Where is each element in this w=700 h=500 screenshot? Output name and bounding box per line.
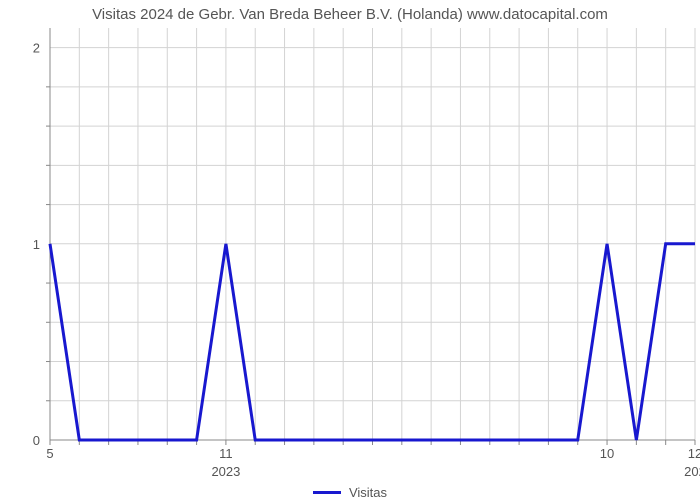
legend-swatch <box>313 491 341 494</box>
x-year-label: 2023 <box>206 464 246 479</box>
chart-svg: 0125111012 <box>0 0 700 500</box>
x-tick-label: 11 <box>219 446 233 461</box>
y-tick-label: 2 <box>33 41 40 56</box>
y-tick-label: 0 <box>33 433 40 448</box>
x-tick-label: 12 <box>688 446 700 461</box>
x-tick-label: 5 <box>46 446 53 461</box>
legend: Visitas <box>0 484 700 500</box>
y-tick-label: 1 <box>33 237 40 252</box>
legend-label: Visitas <box>349 485 387 500</box>
x-year-label: 202 <box>675 464 700 479</box>
line-chart: Visitas 2024 de Gebr. Van Breda Beheer B… <box>0 0 700 500</box>
x-tick-label: 10 <box>600 446 614 461</box>
